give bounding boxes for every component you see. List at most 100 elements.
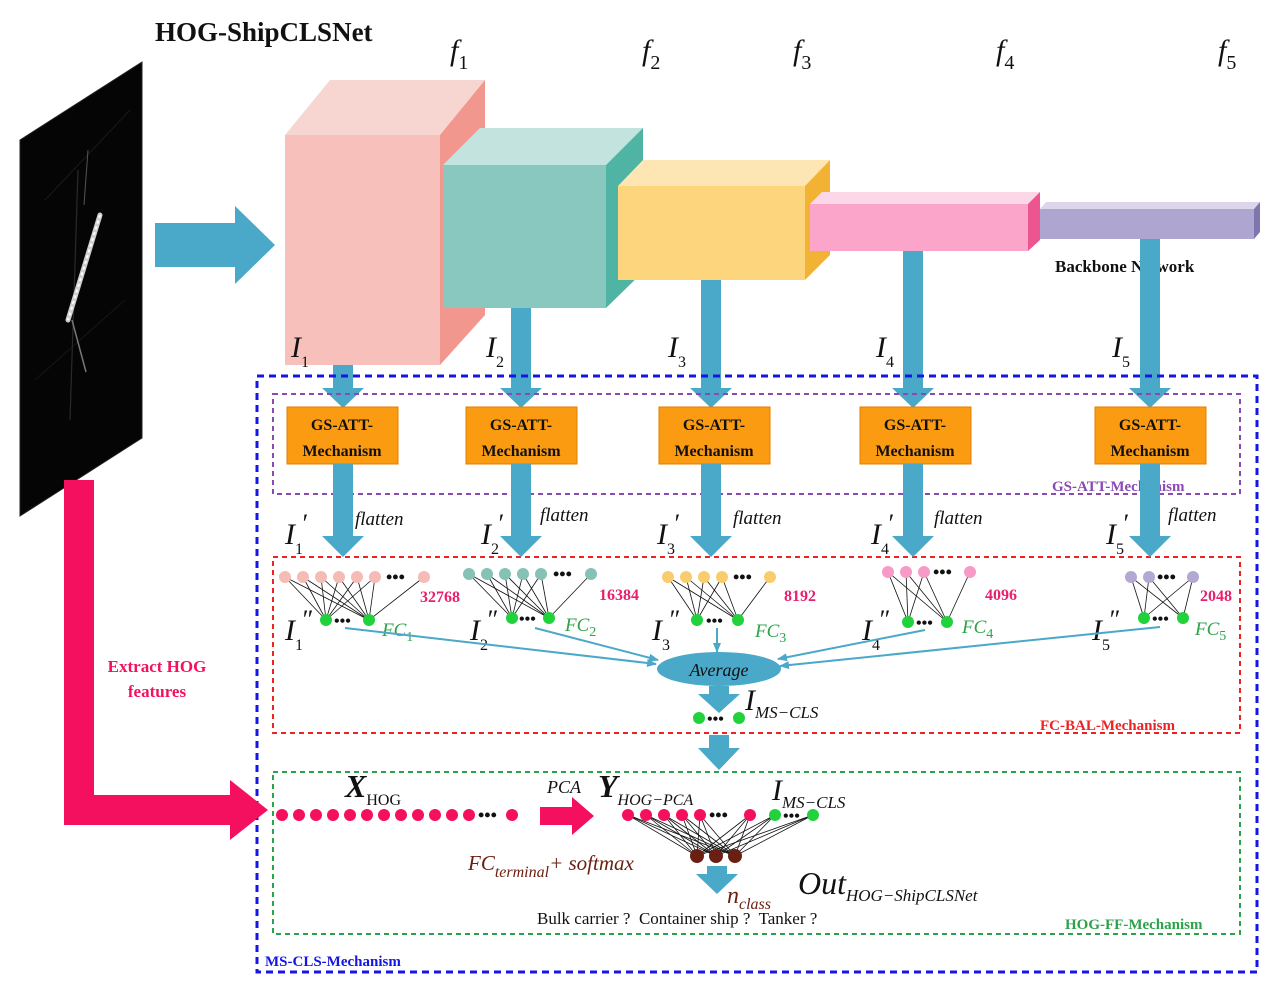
fc-layer-3: ••• ••• (662, 567, 776, 630)
svg-text:•••: ••• (386, 567, 405, 587)
fc-layer-1: ••• ••• (279, 567, 430, 630)
pca-fusion-layer: ••• ••• (622, 805, 819, 863)
feature-label-i4: I4 (875, 331, 894, 371)
avg-arrow-5 (779, 626, 1161, 670)
arrow-to-output (696, 866, 738, 894)
arrow-flatten-3 (690, 464, 732, 557)
input-arrow (155, 206, 275, 284)
arrow-mscls-to-hogff (698, 735, 740, 770)
fc-bal-mechanism-region (272, 556, 1241, 734)
avg-arrow-2 (534, 627, 659, 662)
gs-att-box-1: GS-ATT- Mechanism (286, 406, 399, 465)
dim-label-5: 2048 (1200, 588, 1232, 605)
extract-hog-path (64, 480, 268, 840)
feature-label-i5: I5 (1111, 331, 1130, 371)
prime-label-5: I5′ (1105, 509, 1128, 558)
svg-text:Mechanism: Mechanism (302, 443, 382, 460)
flatten-label-4: flatten (934, 508, 983, 529)
fc-labels: FC1 FC2 FC3 FC4 FC5 (381, 615, 1226, 646)
flatten-label-1: flatten (355, 509, 404, 530)
backbone-label: Backbone Network (1055, 257, 1195, 276)
pca-arrow (540, 797, 594, 835)
arrow-block2 (500, 308, 542, 408)
fc-label-1: FC1 (381, 620, 413, 645)
fc-layer-2: ••• ••• (463, 564, 597, 628)
arrow-flatten-1 (322, 464, 364, 557)
ms-cls-nodes: ••• (693, 711, 745, 728)
dim-label-4: 4096 (985, 587, 1017, 604)
fc-layer-4: ••• ••• (882, 562, 976, 632)
arrow-block5 (1129, 239, 1171, 408)
stage-labels: f1 f2 f3 f4 f5 (450, 34, 1236, 74)
arrow-flatten-5 (1129, 464, 1171, 557)
dprime-label-1: I1″ (284, 605, 313, 654)
flatten-label-2: flatten (540, 505, 589, 526)
svg-text:GS-ATT-: GS-ATT- (1119, 417, 1181, 434)
fc-label-5: FC5 (1194, 619, 1226, 644)
x-hog-label: XHOG (344, 768, 401, 809)
svg-text:GS-ATT-: GS-ATT- (490, 417, 552, 434)
gs-att-boxes: GS-ATT- Mechanism GS-ATT- Mechanism GS-A… (286, 406, 1207, 465)
arrow-block1 (322, 365, 364, 408)
dprime-label-2: I2″ (469, 605, 498, 654)
feature-labels: I1 I2 I3 I4 I5 (290, 331, 1130, 371)
flatten-label-5: flatten (1168, 505, 1217, 526)
svg-text:Average: Average (689, 660, 749, 680)
prime-label-4: I4′ (870, 509, 893, 558)
svg-text:Mechanism: Mechanism (1110, 443, 1190, 460)
att-to-flatten-arrows (322, 464, 1171, 557)
arrow-block3 (690, 280, 732, 408)
class-question: Bulk carrier ? Container ship ? Tanker ? (537, 909, 817, 928)
dim-label-1: 32768 (420, 589, 460, 606)
gs-att-mechanism-region (272, 393, 1241, 495)
dprime-labels: I1″ I2″ I3″ I4″ I5″ (284, 605, 1120, 654)
stage-label-f4: f4 (996, 34, 1014, 74)
dprime-label-4: I4″ (861, 605, 890, 654)
backbone-block-3 (618, 160, 830, 280)
average-input-arrows (344, 626, 1161, 670)
hog-vector-ellipsis: ••• (478, 805, 497, 825)
pca-label: PCA (546, 777, 582, 797)
gs-att-box-4: GS-ATT- Mechanism (859, 406, 972, 465)
prime-labels: I1′ I2′ I3′ I4′ I5′ (284, 509, 1128, 558)
sar-ship-image (19, 61, 143, 517)
hog-ff-mechanism-region (272, 771, 1241, 935)
fc-layer-5: ••• ••• (1125, 567, 1199, 628)
svg-text:•••: ••• (1152, 611, 1169, 628)
svg-text:•••: ••• (783, 808, 800, 825)
gs-att-box-5: GS-ATT- Mechanism (1094, 406, 1207, 465)
fc-label-3: FC3 (754, 621, 786, 646)
svg-text:Mechanism: Mechanism (481, 443, 561, 460)
backbone-block-2 (443, 128, 643, 308)
svg-text:•••: ••• (707, 711, 724, 728)
arrow-flatten-4 (892, 464, 934, 557)
output-label: OutHOG−ShipCLSNet (798, 865, 979, 905)
fc-label-4: FC4 (961, 617, 993, 642)
prime-label-1: I1′ (284, 509, 307, 558)
svg-text:•••: ••• (1157, 567, 1176, 587)
fc-label-2: FC2 (564, 615, 596, 640)
feature-label-i1: I1 (290, 331, 309, 371)
fc-bal-region-label: FC-BAL-Mechanism (1040, 718, 1175, 734)
svg-text:•••: ••• (916, 615, 933, 632)
arrow-block4 (892, 251, 934, 408)
svg-text:•••: ••• (519, 611, 536, 628)
dprime-label-5: I5″ (1091, 605, 1120, 654)
backbone-block-5 (1040, 202, 1260, 239)
svg-text:•••: ••• (933, 562, 952, 582)
hog-ff-region-label: HOG-FF-Mechanism (1065, 917, 1203, 933)
stage-label-f3: f3 (793, 34, 811, 74)
hog-feature-vector (276, 809, 518, 821)
flatten-labels: flatten flatten flatten flatten flatten (355, 505, 1217, 530)
svg-text:•••: ••• (709, 805, 728, 825)
svg-text:•••: ••• (334, 613, 351, 630)
fc-layers: ••• ••• ••• ••• (279, 562, 1199, 632)
dim-label-2: 16384 (599, 587, 639, 604)
n-class-label: nclass (727, 883, 771, 913)
svg-text:•••: ••• (553, 564, 572, 584)
arrow-flatten-2 (500, 464, 542, 557)
dimension-labels: 32768 16384 8192 4096 2048 (420, 587, 1232, 606)
fc-terminal-label: FCterminal+ softmax (467, 851, 634, 881)
extract-hog-label-line1: Extract HOG (108, 657, 207, 676)
ms-cls-mechanism-region (255, 374, 1259, 974)
